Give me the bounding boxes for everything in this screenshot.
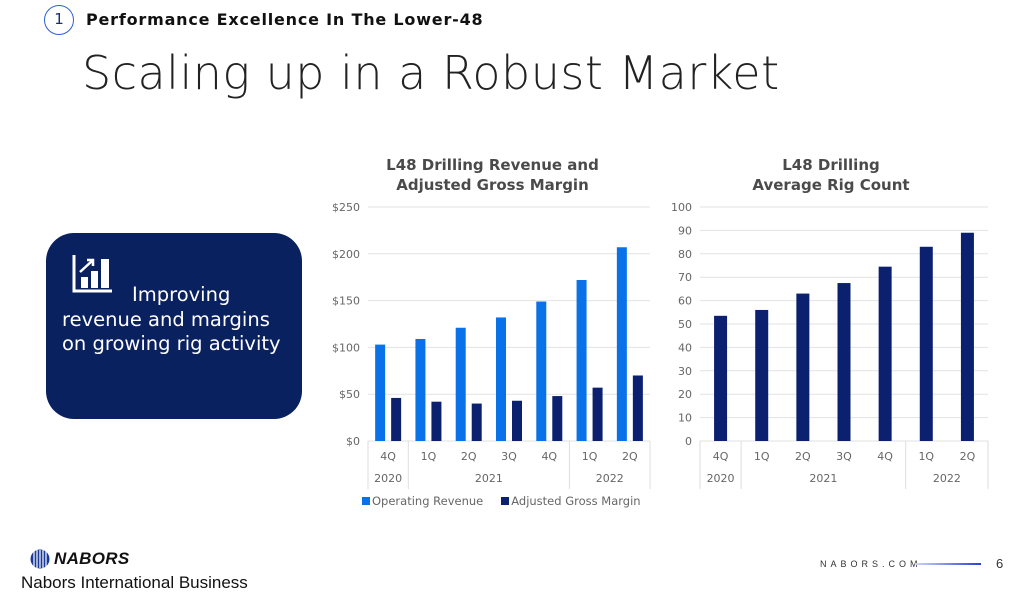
- x-tick-label: 4Q: [541, 450, 557, 463]
- bar-operating-revenue: [496, 317, 506, 441]
- bar-operating-revenue: [536, 301, 547, 441]
- website-link[interactable]: NABORS.COM: [820, 559, 922, 569]
- bar-operating-revenue: [375, 344, 386, 441]
- chart-legend: Operating Revenue Adjusted Gross Margin: [362, 494, 641, 508]
- legend-swatch: [501, 497, 510, 505]
- x-tick-label: 1Q: [421, 450, 437, 463]
- y-tick-label: 70: [678, 271, 692, 284]
- x-tick-label: 1Q: [754, 450, 770, 463]
- bar-operating-revenue: [576, 280, 587, 441]
- x-tick-label: 1Q: [918, 450, 934, 463]
- y-tick-label: 60: [678, 295, 692, 308]
- nabors-globe-icon: [30, 549, 50, 569]
- callout-box: Improving revenue and margins on growing…: [46, 233, 302, 419]
- x-group-label: 2022: [596, 472, 624, 485]
- bar-rig-count: [837, 283, 851, 441]
- chart-title-line: Average Rig Count: [752, 176, 910, 194]
- bar-rig-count: [755, 309, 769, 441]
- y-tick-label: 20: [678, 388, 692, 401]
- y-tick-label: 10: [678, 412, 692, 425]
- x-group-label: 2021: [475, 472, 503, 485]
- bar-operating-revenue: [415, 338, 426, 441]
- footer-company: Nabors International Business: [21, 573, 248, 592]
- bar-rig-count: [878, 266, 892, 441]
- x-tick-label: 2Q: [795, 450, 811, 463]
- chart-title-line: L48 Drilling: [782, 156, 880, 174]
- y-tick-label: 100: [671, 201, 692, 214]
- y-tick-label: $0: [346, 435, 360, 448]
- x-tick-label: 4Q: [380, 450, 396, 463]
- y-tick-label: 50: [678, 318, 692, 331]
- logo-text: NABORS: [54, 549, 130, 568]
- legend-item-adjusted-gross-margin: Adjusted Gross Margin: [501, 494, 641, 508]
- y-tick-label: $100: [332, 341, 360, 354]
- y-tick-label: $200: [332, 248, 360, 261]
- bar-adjusted-gross-margin: [632, 375, 643, 441]
- bar-rig-count: [919, 246, 933, 441]
- rig-count-chart: 0 10 20 30 40 50 60 70 80 90 100 4Q 1Q 2Q 3Q 4Q 1Q 2Q 2020…: [671, 201, 989, 489]
- legend-label: Adjusted Gross Margin: [511, 494, 641, 508]
- legend-swatch: [362, 497, 370, 505]
- x-tick-label: 2Q: [622, 450, 638, 463]
- x-group-label: 2022: [933, 472, 961, 485]
- x-tick-label: 2Q: [960, 450, 976, 463]
- chart-title-line: Adjusted Gross Margin: [396, 176, 589, 194]
- page-title: Scaling up in a Robust Market: [82, 46, 780, 100]
- x-tick-label: 2Q: [461, 450, 477, 463]
- x-group-label: 2021: [809, 472, 837, 485]
- revenue-margin-chart: $0 $50 $100 $150 $200 $250 4Q 1Q 2Q 3Q 4Q 1Q 2Q 2020 2…: [332, 201, 651, 489]
- callout-line: revenue and margins: [62, 307, 270, 331]
- section-number-badge: 1: [44, 5, 74, 35]
- x-tick-label: 1Q: [582, 450, 598, 463]
- y-tick-label: $50: [339, 388, 360, 401]
- bar-rig-count: [960, 232, 974, 441]
- legend-item-operating-revenue: Operating Revenue: [362, 494, 483, 508]
- y-tick-label: 90: [678, 224, 692, 237]
- y-tick-label: 0: [685, 435, 692, 448]
- chart-title-line: L48 Drilling Revenue and: [386, 156, 599, 174]
- bar-adjusted-gross-margin: [391, 397, 402, 441]
- x-group-label: 2020: [707, 472, 735, 485]
- footer-divider: [915, 563, 981, 565]
- x-tick-label: 4Q: [713, 450, 729, 463]
- bar-adjusted-gross-margin: [592, 387, 603, 441]
- x-tick-label: 4Q: [877, 450, 893, 463]
- y-tick-label: $150: [332, 295, 360, 308]
- y-tick-label: 30: [678, 365, 692, 378]
- callout-text: Improving revenue and margins on growing…: [62, 283, 292, 357]
- bar-adjusted-gross-margin: [431, 401, 442, 441]
- y-tick-label: $250: [332, 201, 360, 214]
- bar-operating-revenue: [455, 327, 466, 441]
- x-tick-label: 3Q: [501, 450, 517, 463]
- y-tick-label: 80: [678, 248, 692, 261]
- bar-adjusted-gross-margin: [552, 396, 563, 441]
- bar-rig-count: [796, 293, 810, 441]
- nabors-logo: NABORS: [30, 549, 129, 569]
- section-title: Performance Excellence In The Lower-48: [86, 10, 484, 29]
- y-tick-label: 40: [678, 341, 692, 354]
- x-tick-label: 3Q: [836, 450, 852, 463]
- legend-label: Operating Revenue: [372, 494, 484, 508]
- bar-rig-count: [714, 315, 728, 441]
- x-group-label: 2020: [374, 472, 402, 485]
- bar-operating-revenue: [616, 247, 627, 441]
- callout-line: Improving: [132, 283, 231, 306]
- chart-title-rig-count: L48 Drilling Average Rig Count: [700, 155, 962, 195]
- bar-adjusted-gross-margin: [471, 403, 482, 441]
- page-number: 6: [996, 556, 1004, 571]
- callout-line: on growing rig activity: [62, 332, 281, 355]
- chart-title-revenue: L48 Drilling Revenue and Adjusted Gross …: [360, 155, 625, 195]
- bar-chart-growth-icon: [72, 255, 112, 293]
- bar-adjusted-gross-margin: [512, 400, 522, 441]
